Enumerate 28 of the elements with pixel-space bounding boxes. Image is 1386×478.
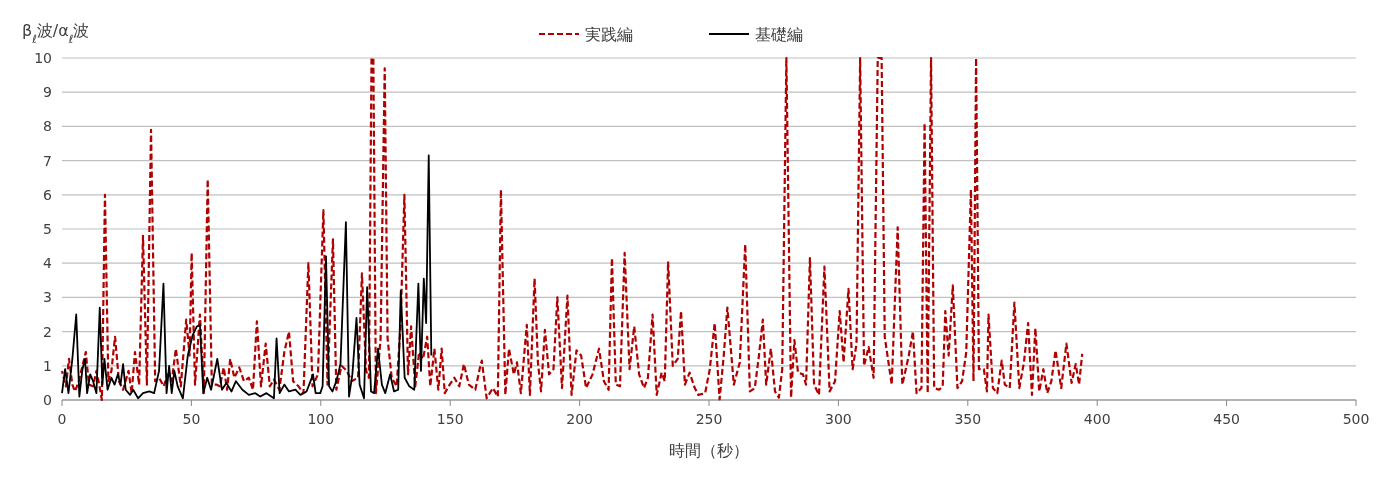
x-tick-label: 0 xyxy=(57,411,67,427)
y-axis-title: β$_{ℓ}$波/α$_{ℓ}$波 xyxy=(22,21,90,46)
x-tick-label: 500 xyxy=(1342,411,1370,427)
x-tick-label: 100 xyxy=(307,411,335,427)
y-tick-label: 6 xyxy=(43,186,53,203)
x-tick-label: 250 xyxy=(695,411,723,427)
y-tick-label: 2 xyxy=(43,323,52,340)
x-tick-label: 350 xyxy=(954,411,982,427)
x-tick-label: 400 xyxy=(1083,411,1111,427)
line-series xyxy=(61,154,433,400)
x-tick-label: 200 xyxy=(566,411,593,427)
y-tick-label: 7 xyxy=(43,152,52,169)
legend-label: 基礎編 xyxy=(755,25,803,44)
y-tick-label: 1 xyxy=(43,357,52,374)
line-series xyxy=(60,56,1084,402)
y-tick-label: 9 xyxy=(43,84,52,101)
x-tick-label: 150 xyxy=(436,411,464,427)
y-tick-label: 5 xyxy=(43,221,52,237)
x-tick-label: 300 xyxy=(825,411,852,427)
x-tick-label: 50 xyxy=(182,411,201,427)
y-tick-label: 8 xyxy=(43,118,52,135)
legend-label: 実践編 xyxy=(585,25,633,44)
x-axis-title: 時間（秒） xyxy=(669,441,749,460)
x-tick-label: 450 xyxy=(1213,411,1240,427)
y-tick-label: 10 xyxy=(34,50,52,66)
y-tick-label: 4 xyxy=(43,255,53,272)
y-tick-label: 3 xyxy=(43,289,52,306)
y-tick-label: 0 xyxy=(43,392,52,408)
